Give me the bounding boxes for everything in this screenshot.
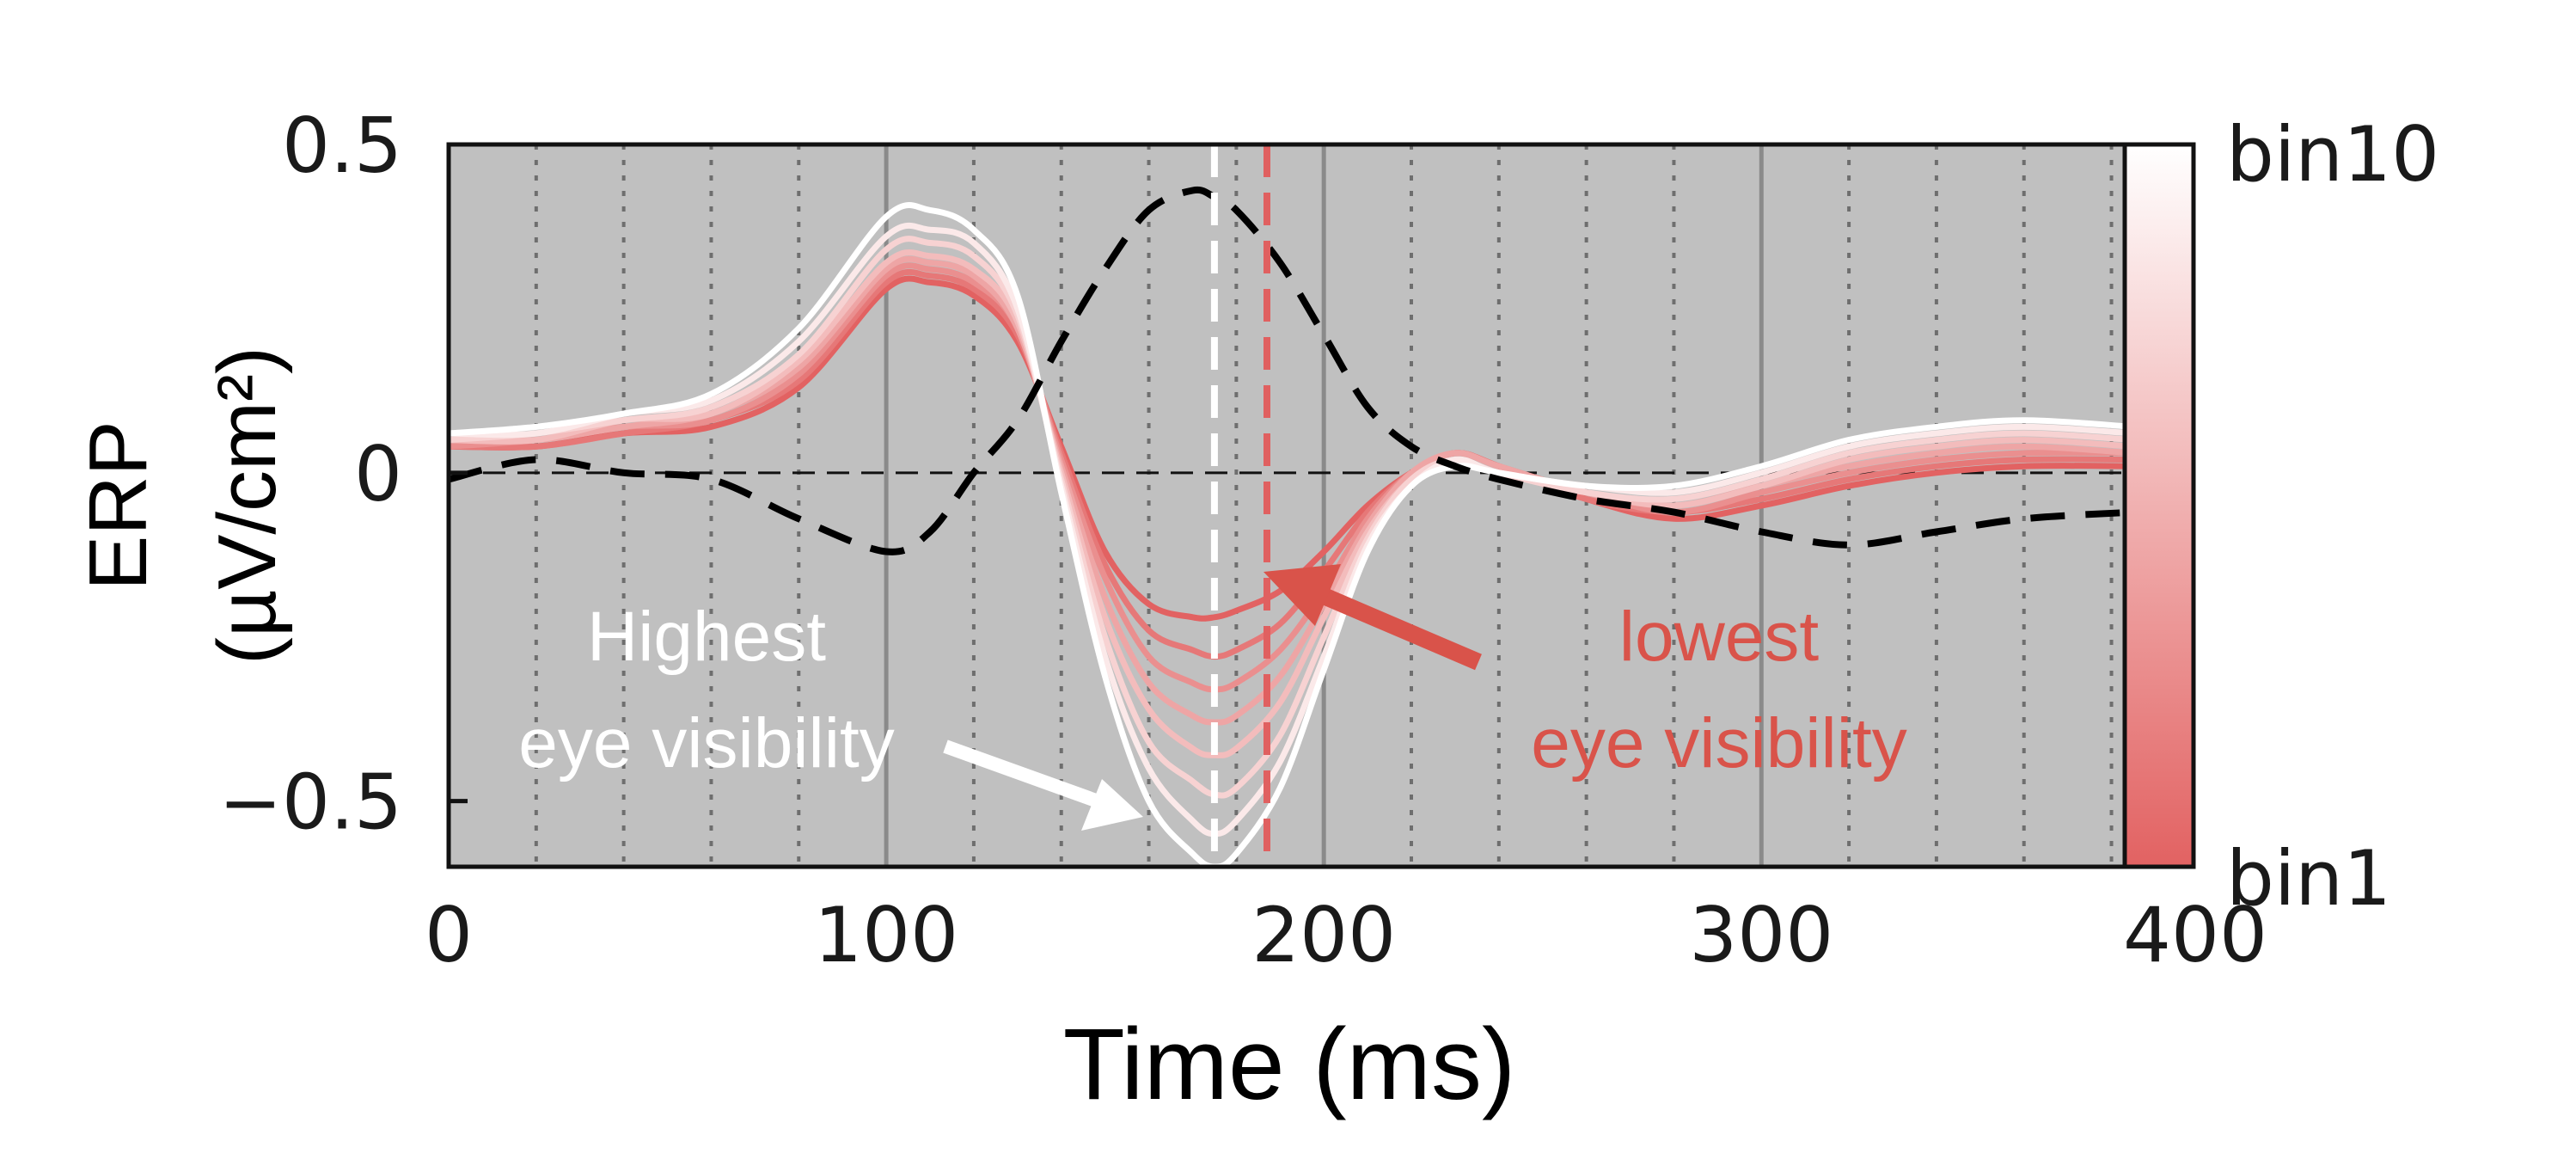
- series-line: [449, 249, 2133, 758]
- series-line: [449, 262, 2133, 693]
- y-axis-label-line2: (µV/cm²): [201, 347, 293, 665]
- colorbar-top-label: bin10: [2226, 110, 2439, 199]
- colorbar: [2122, 142, 2196, 869]
- annotation-highest-line2: eye visibility: [518, 704, 894, 782]
- y-axis-label-line1: ERP: [72, 420, 164, 590]
- x-axis: 0 100 200 300 400: [425, 891, 2267, 979]
- x-axis-label: Time (ms): [1063, 1008, 1516, 1121]
- series-layer: [449, 186, 2133, 867]
- series-line: [449, 268, 2133, 660]
- x-tick-label: 400: [2123, 891, 2267, 979]
- series-line: [449, 275, 2133, 622]
- series-line: [449, 236, 2133, 799]
- annotation-highest-line1: Highest: [587, 598, 826, 676]
- x-tick-label: 200: [1251, 891, 1396, 979]
- y-tick-label: 0.5: [282, 101, 402, 190]
- x-tick-label: 100: [814, 891, 958, 979]
- y-tick-label: −0.5: [218, 758, 402, 847]
- vertical-markers: [1210, 144, 1270, 867]
- y-axis: 0.5 0 −0.5: [218, 101, 468, 847]
- dashed-series-line: [449, 186, 2133, 555]
- y-tick-label: 0: [354, 430, 402, 519]
- x-tick-label: 300: [1689, 891, 1833, 979]
- x-tick-label: 0: [425, 891, 473, 979]
- annotation-lowest-line2: eye visibility: [1531, 704, 1906, 782]
- arrow-lowest-icon: [1264, 564, 1482, 671]
- annotation-lowest-line1: lowest: [1619, 598, 1820, 676]
- colorbar-bottom-label: bin1: [2226, 834, 2391, 923]
- arrow-highest-icon: [943, 739, 1143, 831]
- plot-area: [449, 144, 2133, 867]
